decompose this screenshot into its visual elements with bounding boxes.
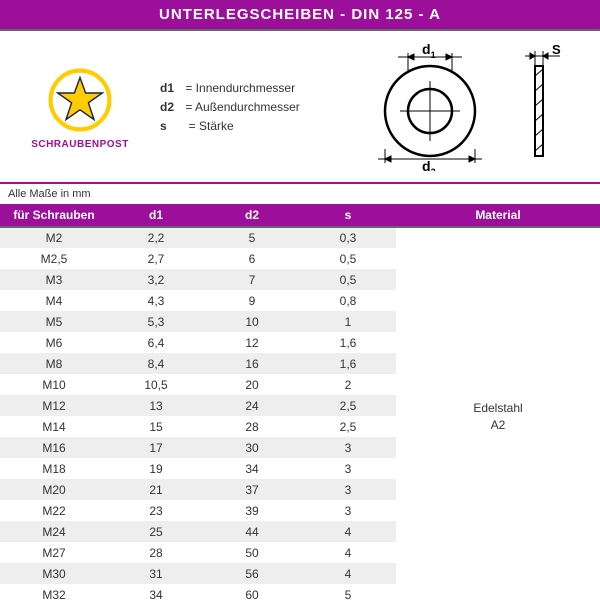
table-cell: 4,3 — [108, 290, 204, 311]
table-cell: M20 — [0, 479, 108, 500]
table-cell: 21 — [108, 479, 204, 500]
table-cell: 10 — [204, 311, 300, 332]
table-cell: 0,3 — [300, 227, 396, 248]
spec-table: für Schrauben d1 d2 s Material M22,250,3… — [0, 204, 600, 605]
table-cell: 0,5 — [300, 269, 396, 290]
table-cell: 34 — [204, 458, 300, 479]
table-cell: 0,5 — [300, 248, 396, 269]
page-title: UNTERLEGSCHEIBEN - DIN 125 - A — [0, 0, 600, 31]
table-cell: M12 — [0, 395, 108, 416]
table-header-row: für Schrauben d1 d2 s Material — [0, 204, 600, 227]
info-panel: SCHRAUBENPOST d1 = Innendurchmesser d2 =… — [0, 31, 600, 184]
table-cell: 2 — [300, 374, 396, 395]
table-cell: M8 — [0, 353, 108, 374]
table-cell: 16 — [204, 353, 300, 374]
legend-d2-key: d2 — [160, 98, 182, 117]
table-cell: 50 — [204, 542, 300, 563]
table-row: M22,250,3EdelstahlA2 — [0, 227, 600, 248]
col-d1: d1 — [108, 204, 204, 227]
table-cell: 37 — [204, 479, 300, 500]
table-cell: 39 — [204, 500, 300, 521]
table-cell: 1,6 — [300, 332, 396, 353]
table-cell: M2,5 — [0, 248, 108, 269]
table-cell: 12 — [204, 332, 300, 353]
legend-d2-val: = Außendurchmesser — [185, 100, 299, 114]
table-cell: 8,4 — [108, 353, 204, 374]
table-cell: 1,6 — [300, 353, 396, 374]
table-cell: 2,5 — [300, 395, 396, 416]
table-cell: 15 — [108, 416, 204, 437]
diagram-s-label: S — [552, 42, 561, 57]
table-cell: 31 — [108, 563, 204, 584]
table-cell: 7 — [204, 269, 300, 290]
table-cell: M18 — [0, 458, 108, 479]
table-cell: 20 — [204, 374, 300, 395]
diagram-d2-label: d2 — [422, 158, 436, 171]
table-cell: 23 — [108, 500, 204, 521]
table-cell: 5,3 — [108, 311, 204, 332]
table-cell: 4 — [300, 542, 396, 563]
legend-d1-val: = Innendurchmesser — [185, 81, 295, 95]
col-material: Material — [396, 204, 600, 227]
brand-name: SCHRAUBENPOST — [20, 139, 140, 150]
table-cell: 2,5 — [300, 416, 396, 437]
table-cell: M24 — [0, 521, 108, 542]
table-cell: 56 — [204, 563, 300, 584]
table-cell: 3,2 — [108, 269, 204, 290]
table-cell: 3 — [300, 437, 396, 458]
table-cell: 28 — [108, 542, 204, 563]
table-cell: M6 — [0, 332, 108, 353]
legend-d1-key: d1 — [160, 79, 182, 98]
table-cell: 44 — [204, 521, 300, 542]
table-cell: 10,5 — [108, 374, 204, 395]
washer-diagram: d1 d2 — [360, 41, 580, 174]
table-cell: M32 — [0, 584, 108, 605]
table-cell: 4 — [300, 563, 396, 584]
col-screw: für Schrauben — [0, 204, 108, 227]
table-cell: 3 — [300, 458, 396, 479]
table-cell: 6 — [204, 248, 300, 269]
table-cell: 60 — [204, 584, 300, 605]
table-cell: 3 — [300, 500, 396, 521]
table-cell: M4 — [0, 290, 108, 311]
table-cell: 30 — [204, 437, 300, 458]
table-cell: M27 — [0, 542, 108, 563]
table-cell: M5 — [0, 311, 108, 332]
brand-logo: SCHRAUBENPOST — [20, 65, 140, 150]
table-cell: M3 — [0, 269, 108, 290]
table-cell: M22 — [0, 500, 108, 521]
table-cell: 19 — [108, 458, 204, 479]
table-cell: 28 — [204, 416, 300, 437]
table-cell: 3 — [300, 479, 396, 500]
col-d2: d2 — [204, 204, 300, 227]
table-cell: M14 — [0, 416, 108, 437]
table-cell: 4 — [300, 521, 396, 542]
table-cell: 6,4 — [108, 332, 204, 353]
star-icon — [45, 65, 115, 135]
table-cell: 5 — [300, 584, 396, 605]
legend: d1 = Innendurchmesser d2 = Außendurchmes… — [160, 79, 340, 137]
table-cell: 13 — [108, 395, 204, 416]
table-cell: 17 — [108, 437, 204, 458]
legend-s-key: s — [160, 117, 182, 136]
table-cell: M30 — [0, 563, 108, 584]
table-cell: 9 — [204, 290, 300, 311]
table-cell: 34 — [108, 584, 204, 605]
legend-s-val: = Stärke — [189, 119, 234, 133]
table-cell: 24 — [204, 395, 300, 416]
table-cell: 0,8 — [300, 290, 396, 311]
table-cell: 2,2 — [108, 227, 204, 248]
table-cell: M10 — [0, 374, 108, 395]
table-cell: 25 — [108, 521, 204, 542]
table-cell: 2,7 — [108, 248, 204, 269]
units-note: Alle Maße in mm — [0, 184, 600, 204]
table-cell: M2 — [0, 227, 108, 248]
table-cell: 5 — [204, 227, 300, 248]
table-cell: M16 — [0, 437, 108, 458]
col-s: s — [300, 204, 396, 227]
material-cell: EdelstahlA2 — [396, 227, 600, 605]
table-cell: 1 — [300, 311, 396, 332]
